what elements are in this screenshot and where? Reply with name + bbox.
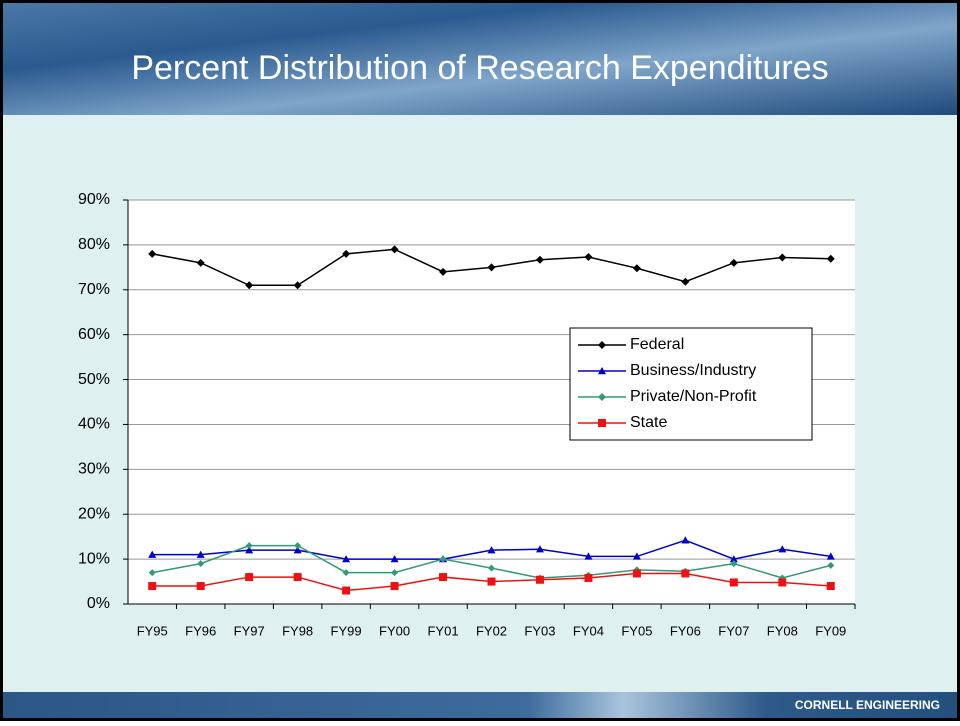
y-tick-label: 50%	[78, 371, 110, 388]
data-point	[778, 545, 787, 553]
data-point	[681, 277, 690, 286]
data-point	[245, 542, 253, 550]
data-point	[632, 264, 641, 273]
data-point	[196, 550, 205, 558]
data-point	[148, 582, 157, 591]
slide-title: Percent Distribution of Research Expendi…	[131, 49, 828, 87]
data-point	[826, 582, 835, 591]
y-tick-label: 60%	[78, 326, 110, 343]
data-point	[535, 575, 544, 584]
data-point	[487, 263, 496, 272]
data-point	[245, 573, 254, 582]
x-tick-label: FY06	[670, 623, 701, 638]
legend-marker	[598, 419, 606, 427]
x-tick-label: FY05	[621, 623, 652, 638]
data-point	[342, 555, 351, 563]
data-point	[148, 249, 157, 258]
data-point	[487, 577, 496, 586]
y-tick-label: 40%	[78, 416, 110, 433]
data-point	[148, 569, 156, 577]
x-tick-label: FY07	[718, 623, 749, 638]
data-point	[778, 578, 787, 587]
data-point	[729, 258, 738, 267]
data-point	[729, 555, 738, 563]
data-point	[245, 546, 254, 554]
x-tick-label: FY02	[476, 623, 507, 638]
x-tick-label: FY97	[234, 623, 265, 638]
data-point	[826, 552, 835, 560]
x-tick-label: FY04	[573, 623, 604, 638]
data-point	[681, 569, 690, 578]
data-point	[390, 245, 399, 254]
data-point	[439, 573, 448, 582]
data-point	[148, 550, 157, 558]
legend-label: Federal	[630, 336, 684, 353]
y-tick-label: 90%	[78, 191, 110, 208]
x-tick-label: FY01	[427, 623, 458, 638]
footer-text: CORNELL ENGINEERING	[795, 698, 940, 712]
x-tick-label: FY95	[137, 623, 168, 638]
data-point	[778, 253, 787, 262]
data-point	[196, 582, 205, 591]
legend-label: State	[630, 414, 667, 431]
data-point	[439, 267, 448, 276]
data-point	[487, 546, 496, 554]
x-tick-label: FY03	[524, 623, 555, 638]
data-point	[632, 569, 641, 578]
data-point	[584, 552, 593, 560]
data-point	[681, 536, 690, 544]
data-point	[535, 255, 544, 264]
y-tick-label: 70%	[78, 281, 110, 298]
data-point	[245, 281, 254, 290]
y-tick-label: 10%	[78, 550, 110, 567]
y-tick-label: 80%	[78, 236, 110, 253]
data-point	[632, 552, 641, 560]
data-point	[535, 545, 544, 553]
data-point	[488, 564, 495, 572]
x-tick-label: FY09	[815, 623, 846, 638]
data-point	[390, 582, 399, 591]
data-point	[197, 560, 205, 568]
data-point	[729, 578, 738, 587]
data-point	[293, 573, 302, 582]
data-point	[391, 569, 399, 577]
footer-bg	[3, 692, 957, 718]
x-tick-label: FY99	[331, 623, 362, 638]
data-point	[294, 542, 302, 550]
x-tick-label: FY96	[185, 623, 216, 638]
data-point	[293, 281, 302, 290]
data-point	[342, 249, 351, 258]
legend-label: Private/Non-Profit	[630, 388, 757, 405]
data-point	[730, 560, 738, 568]
data-point	[342, 586, 351, 595]
header-bg	[3, 3, 957, 115]
data-point	[439, 555, 447, 563]
data-point	[196, 258, 205, 267]
data-point	[827, 561, 835, 569]
data-point	[390, 555, 399, 563]
y-tick-label: 0%	[87, 595, 110, 612]
data-point	[342, 569, 350, 577]
y-tick-label: 20%	[78, 505, 110, 522]
x-tick-label: FY08	[767, 623, 798, 638]
legend-marker	[598, 367, 606, 375]
legend-box	[569, 327, 813, 441]
x-tick-label: FY98	[282, 623, 313, 638]
legend-marker	[598, 393, 606, 401]
legend-label: Business/Industry	[630, 362, 756, 379]
data-point	[584, 253, 593, 262]
y-tick-label: 30%	[78, 461, 110, 478]
data-point	[293, 546, 302, 554]
data-point	[584, 573, 593, 582]
data-point	[826, 254, 835, 263]
x-tick-label: FY00	[379, 623, 410, 638]
legend-marker	[598, 341, 606, 349]
